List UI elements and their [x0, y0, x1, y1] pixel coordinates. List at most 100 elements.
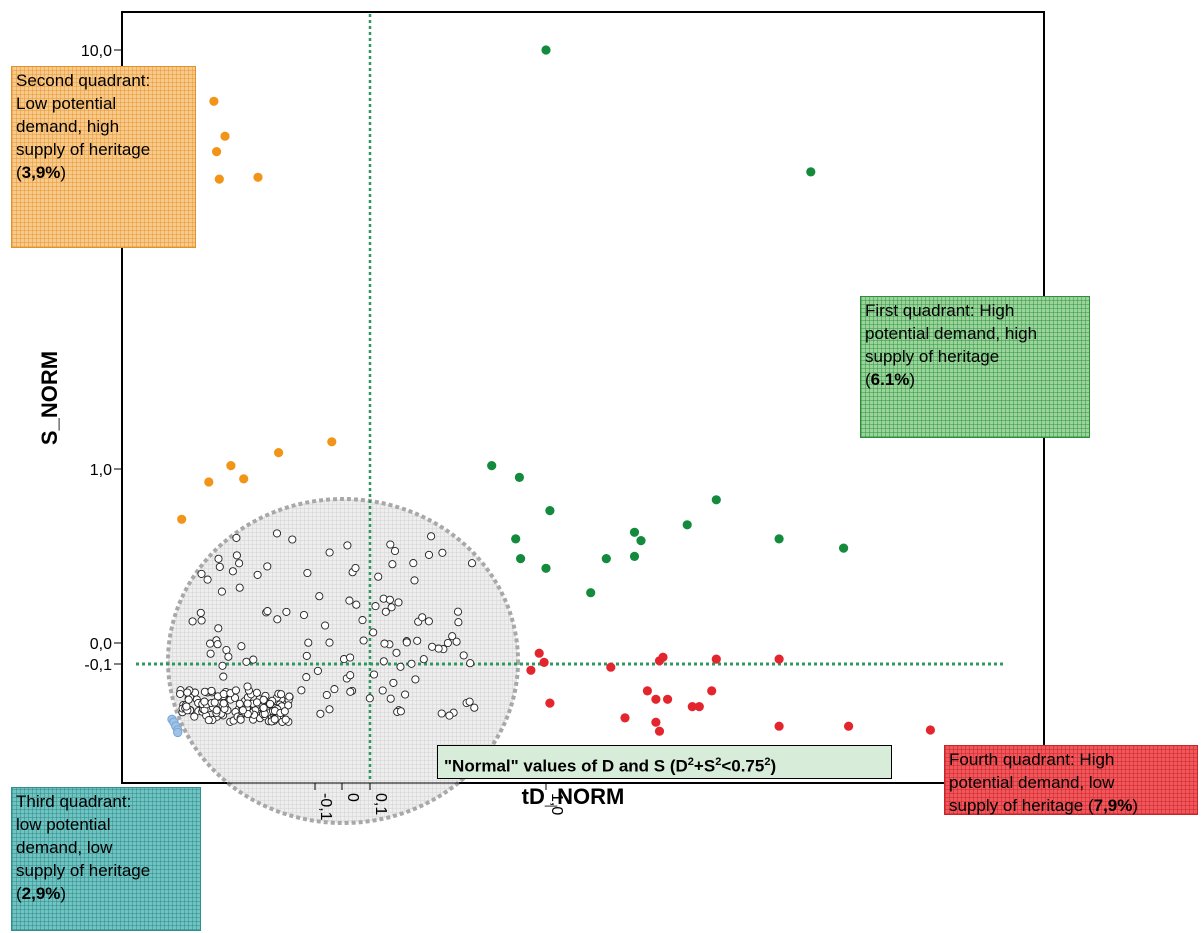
first-quadrant-point	[636, 536, 646, 546]
second-quadrant-point	[327, 437, 337, 447]
fourth-quadrant-point	[651, 694, 661, 704]
normal-point	[346, 671, 355, 680]
normal-point	[219, 699, 228, 708]
normal-point	[396, 707, 405, 716]
normal-label-sup-3: 2	[764, 756, 771, 768]
first-quadrant-point	[541, 45, 551, 55]
normal-point	[188, 617, 197, 626]
normal-point	[437, 709, 446, 718]
fourth-quadrant-point	[925, 725, 936, 735]
normal-point	[345, 596, 354, 605]
normal-point	[453, 607, 463, 616]
normal-point	[253, 570, 262, 579]
threshold-lines	[136, 14, 1006, 781]
first-quadrant-point	[774, 534, 784, 544]
normal-point	[316, 709, 325, 718]
normal-point	[390, 546, 400, 556]
fourth-quadrant-paren-close: )	[1132, 796, 1139, 815]
y-tick-label: 10,0	[81, 43, 112, 60]
second-quadrant-point	[274, 448, 284, 458]
normal-point	[232, 551, 241, 560]
normal-point	[277, 690, 286, 699]
normal-point	[297, 686, 306, 695]
normal-point	[392, 648, 401, 657]
normal-point	[409, 559, 418, 568]
normal-label-sup-2: 2	[715, 756, 722, 768]
second-quadrant-paren-close: )	[60, 163, 67, 182]
x-axis-ticks: -0,1 0 0,1 1,0	[122, 782, 1044, 821]
fourth-quadrant-point	[774, 721, 784, 731]
normal-point	[288, 535, 297, 544]
normal-point	[459, 651, 468, 660]
normal-label-tail: <0.75	[721, 756, 765, 776]
third-quadrant-line-3: demand, low	[16, 838, 113, 857]
normal-point	[214, 624, 223, 633]
normal-label-main: "Normal" values of D and S (D	[444, 756, 688, 776]
fourth-quadrant-point	[651, 717, 661, 727]
normal-point	[235, 583, 244, 592]
first-quadrant-point	[601, 554, 611, 564]
normal-point	[236, 715, 245, 724]
normal-point	[315, 592, 324, 601]
first-quadrant-point	[516, 554, 526, 564]
normal-point	[231, 686, 240, 695]
normal-point	[219, 689, 228, 699]
normal-point	[407, 659, 416, 668]
third-quadrant-line-4: supply of heritage	[16, 861, 151, 880]
normal-point	[182, 702, 191, 711]
first-quadrant-point	[487, 461, 497, 471]
normal-point	[325, 638, 334, 647]
fourth-quadrant-point	[711, 654, 721, 664]
normal-point	[218, 661, 227, 670]
normal-point	[235, 559, 244, 568]
second-quadrant-point	[212, 147, 222, 157]
normal-point	[206, 649, 215, 658]
normal-point	[427, 532, 436, 541]
normal-point	[380, 639, 389, 648]
normal-point	[402, 638, 411, 647]
second-quadrant-point	[239, 474, 249, 484]
normal-point	[203, 575, 212, 584]
second-quadrant-line-3: demand, high	[16, 117, 120, 136]
normal-point	[263, 562, 272, 571]
normal-point	[304, 638, 313, 647]
normal-point	[396, 662, 405, 671]
fourth-quadrant-point	[620, 713, 630, 723]
normal-label-mid: +S	[693, 756, 716, 776]
normal-point	[259, 695, 268, 704]
first-quadrant-percent: 6.1%	[870, 370, 910, 389]
normal-point	[196, 608, 205, 617]
fourth-quadrant-point	[658, 652, 668, 662]
fourth-quadrant-point	[539, 657, 549, 668]
normal-label-end: )	[770, 756, 777, 776]
second-quadrant-line-2: Low potential	[16, 94, 117, 113]
normal-point	[228, 567, 237, 576]
normal-point	[325, 705, 334, 714]
normal-point	[467, 559, 477, 568]
normal-point	[443, 638, 452, 648]
normal-point	[280, 707, 289, 716]
normal-point	[243, 682, 252, 691]
normal-point	[207, 686, 216, 695]
x-tick-label: 0	[344, 793, 361, 802]
fourth-quadrant-point	[844, 721, 854, 731]
normal-point	[266, 699, 275, 708]
normal-point	[352, 600, 361, 609]
normal-point	[270, 715, 279, 724]
normal-point	[212, 706, 221, 715]
first-quadrant-point	[514, 472, 525, 482]
first-quadrant-point	[806, 167, 816, 177]
normal-point	[215, 562, 224, 571]
fourth-quadrant-paren-open: (	[1087, 796, 1094, 815]
normal-point	[217, 587, 226, 596]
normal-point	[466, 659, 475, 668]
first-quadrant-point	[682, 520, 692, 530]
first-quadrant-point	[839, 543, 849, 553]
normal-point	[445, 711, 454, 720]
normal-point	[385, 595, 394, 604]
normal-point	[235, 699, 244, 708]
x-tick-label: 0,1	[372, 793, 389, 815]
fourth-quadrant-point	[654, 726, 665, 736]
fourth-quadrant-point	[534, 648, 544, 658]
normal-point	[358, 616, 367, 625]
